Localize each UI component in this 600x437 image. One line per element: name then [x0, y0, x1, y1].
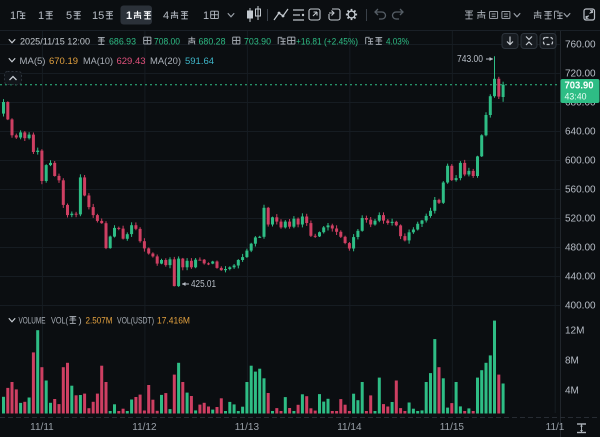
- svg-text:686.93: 686.93: [109, 37, 136, 48]
- svg-text:43:40: 43:40: [565, 92, 587, 103]
- svg-text:520.00: 520.00: [565, 214, 596, 225]
- svg-text:12M: 12M: [565, 326, 584, 337]
- svg-text:4M: 4M: [565, 386, 579, 397]
- svg-text:15: 15: [92, 10, 104, 22]
- svg-text:11/1: 11/1: [546, 422, 565, 433]
- svg-text:): ): [79, 316, 82, 327]
- svg-text:5: 5: [66, 10, 72, 22]
- svg-text:17.416M: 17.416M: [157, 316, 190, 327]
- svg-text:+16.81 (+2.45%): +16.81 (+2.45%): [296, 37, 358, 48]
- svg-text:400.00: 400.00: [565, 301, 596, 312]
- svg-text:591.64: 591.64: [185, 56, 214, 67]
- svg-text:440.00: 440.00: [565, 272, 596, 283]
- svg-text:703.90: 703.90: [565, 81, 594, 92]
- svg-text:720.00: 720.00: [565, 69, 596, 80]
- svg-text:760.00: 760.00: [565, 40, 596, 51]
- svg-text:11/14: 11/14: [337, 422, 362, 433]
- svg-text:1: 1: [203, 10, 209, 22]
- svg-text:11/15: 11/15: [440, 422, 465, 433]
- svg-text:VOL(USDT): VOL(USDT): [117, 316, 154, 327]
- svg-text:4: 4: [163, 10, 169, 22]
- svg-text:480.00: 480.00: [565, 243, 596, 254]
- svg-text:560.00: 560.00: [565, 185, 596, 196]
- svg-text:670.19: 670.19: [49, 56, 78, 67]
- svg-text:1: 1: [38, 10, 44, 22]
- svg-text:2025/11/15 12:00: 2025/11/15 12:00: [20, 37, 90, 48]
- svg-text:11/11: 11/11: [30, 422, 54, 433]
- svg-text:2.507M: 2.507M: [86, 316, 113, 327]
- svg-text:MA(20): MA(20): [150, 56, 181, 67]
- svg-text:680.28: 680.28: [199, 37, 226, 48]
- svg-text:640.00: 640.00: [565, 127, 596, 138]
- svg-text:1: 1: [10, 10, 16, 22]
- svg-text:708.00: 708.00: [154, 37, 180, 48]
- svg-text:1: 1: [126, 10, 132, 22]
- svg-text:703.90: 703.90: [244, 37, 271, 48]
- svg-text:VOL(: VOL(: [51, 316, 69, 327]
- svg-text:11/13: 11/13: [235, 422, 260, 433]
- svg-text:11/12: 11/12: [132, 422, 157, 433]
- svg-text:743.00: 743.00: [457, 54, 483, 65]
- svg-text:600.00: 600.00: [565, 156, 596, 167]
- svg-text:8M: 8M: [565, 356, 579, 367]
- svg-text:MA(5): MA(5): [20, 56, 46, 67]
- svg-text:629.43: 629.43: [117, 56, 146, 67]
- svg-text:4.03%: 4.03%: [386, 37, 409, 48]
- svg-text:VOLUME: VOLUME: [19, 316, 46, 327]
- svg-text:425.01: 425.01: [191, 279, 216, 290]
- svg-text:MA(10): MA(10): [83, 56, 113, 67]
